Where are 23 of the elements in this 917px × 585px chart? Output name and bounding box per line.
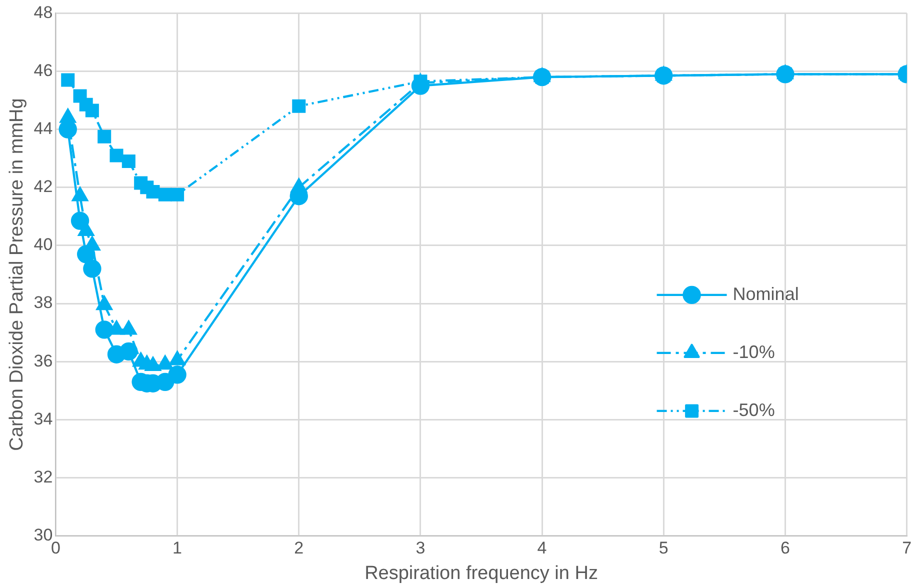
x-tick-label: 5	[658, 538, 668, 558]
legend-label: Nominal	[732, 284, 799, 304]
legend-label: -10%	[732, 342, 775, 362]
x-tick-label: 6	[780, 538, 790, 558]
y-axis-title: Carbon Dioxide Partial Pressure in mmHg	[6, 98, 28, 451]
x-tick-label: 2	[294, 538, 304, 558]
legend-label: -50%	[732, 400, 775, 420]
y-tick-label: 44	[34, 119, 53, 138]
y-tick-label: 32	[34, 467, 53, 486]
y-tick-label: 42	[34, 177, 53, 196]
x-tick-label: 0	[50, 538, 60, 558]
y-tick-label: 46	[34, 60, 53, 80]
y-tick-label: 36	[34, 351, 53, 370]
y-tick-label: 40	[34, 235, 53, 254]
x-tick-label: 4	[537, 538, 547, 558]
x-axis-title: Respiration frequency in Hz	[364, 562, 598, 584]
x-tick-label: 3	[416, 538, 426, 558]
x-tick-label: 1	[172, 538, 182, 558]
y-tick-label: 34	[34, 409, 53, 428]
y-tick-label: 48	[34, 2, 53, 22]
y-tick-label: 30	[34, 525, 53, 544]
x-tick-label: 7	[902, 538, 912, 558]
y-tick-label: 38	[34, 293, 53, 312]
